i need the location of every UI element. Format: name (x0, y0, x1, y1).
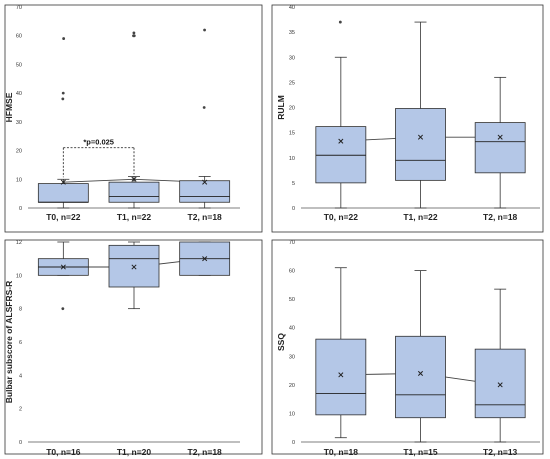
mean-marker (60, 264, 66, 270)
hfmse-chart: 0 10 20 30 40 50 60 70 HFMSE T0, n=22 T1, n=22 T2, … (4, 4, 263, 233)
mean-marker (202, 179, 208, 185)
outlier-point (132, 31, 136, 35)
y-tick-label: 5 (292, 181, 295, 187)
category-label: T2, n=18 (483, 212, 518, 222)
outlier-point (61, 97, 65, 101)
y-tick-label: 70 (16, 5, 22, 11)
category-label: T0, n=18 (324, 447, 359, 457)
y-tick-label: 25 (289, 80, 295, 86)
box-iqr (108, 244, 160, 288)
box-iqr (474, 348, 526, 419)
outlier-point (62, 37, 66, 40)
box-iqr (37, 183, 89, 203)
box-iqr (474, 122, 526, 174)
mean-marker (497, 382, 503, 388)
y-tick-label: 35 (289, 30, 295, 36)
y-tick-label: 30 (289, 55, 295, 61)
outlier-point (61, 307, 65, 311)
category-label: T2, n=13 (483, 447, 518, 457)
y-tick-label: 50 (16, 62, 22, 68)
y-tick-label: 12 (16, 240, 22, 246)
mean-marker (417, 134, 424, 140)
mean-marker (202, 256, 208, 262)
category-label: T0, n=22 (324, 212, 359, 222)
y-tick-label: 10 (16, 177, 22, 183)
mean-marker (338, 138, 344, 144)
y-tick-label: 10 (289, 411, 295, 417)
y-tick-label: 8 (19, 307, 22, 313)
mean-marker (417, 370, 424, 376)
y-tick-label: 2 (19, 407, 22, 413)
box-iqr (395, 108, 446, 181)
box-iqr (108, 181, 160, 203)
y-tick-label: 0 (292, 440, 295, 446)
bulbar-alsfrs-chart: 0 2 4 6 8 10 12 Bulbar subscore of ALSFRS-R T0, … (4, 239, 263, 457)
outlier-point (61, 91, 65, 95)
y-tick-label: 60 (16, 34, 22, 40)
outlier-point (203, 28, 206, 32)
y-tick-label: 0 (292, 206, 295, 212)
y-tick-label: 60 (289, 269, 295, 275)
rulm-chart: 0 5 10 15 20 25 30 35 40 RULM T0, n=22 T1, n=22 T2, … (271, 4, 544, 233)
box-iqr (315, 126, 367, 184)
outlier-point (202, 106, 206, 109)
y-tick-label: 20 (289, 106, 295, 112)
box-iqr (395, 335, 446, 419)
significance-label: *p=0.025 (83, 138, 114, 147)
category-label: T1, n=22 (403, 212, 438, 222)
y-tick-label: 10 (289, 156, 295, 162)
category-label: T1, n=22 (117, 212, 152, 222)
y-tick-label: 70 (289, 240, 295, 246)
mean-marker (497, 134, 503, 140)
category-label: T1, n=15 (403, 447, 438, 457)
y-tick-label: 40 (16, 91, 22, 97)
ssq-chart: 0 10 20 30 40 50 60 70 SSQ T0, n=18 T1, n=15 T2, n=… (271, 239, 544, 457)
y-tick-label: 30 (16, 120, 22, 126)
y-tick-label: 6 (19, 340, 22, 346)
mean-marker (131, 264, 137, 270)
mean-marker (60, 179, 66, 185)
y-tick-label: 4 (19, 373, 22, 379)
y-tick-label: 40 (289, 5, 295, 11)
y-axis-label: SSQ (276, 333, 286, 351)
y-axis-label: HFMSE (4, 92, 14, 122)
y-tick-label: 20 (16, 149, 22, 155)
y-tick-label: 30 (289, 354, 295, 360)
category-label: T2, n=18 (188, 212, 223, 222)
y-axis-label: Bulbar subscore of ALSFRS-R (4, 281, 14, 403)
category-label: T0, n=22 (46, 212, 81, 222)
y-axis-label: RULM (276, 95, 286, 120)
outlier-point (338, 20, 342, 24)
y-tick-label: 0 (19, 206, 22, 212)
y-tick-label: 10 (16, 273, 22, 279)
y-tick-label: 50 (289, 297, 295, 303)
mean-marker (131, 176, 137, 182)
category-label: T0, n=16 (46, 447, 81, 457)
category-label: T1, n=20 (117, 447, 152, 457)
y-tick-label: 0 (19, 440, 22, 446)
outlier-point (132, 34, 136, 38)
y-tick-label: 40 (289, 326, 295, 332)
box-iqr (179, 180, 231, 203)
category-label: T2, n=18 (188, 447, 223, 457)
y-tick-label: 20 (289, 383, 295, 389)
mean-marker (338, 372, 344, 378)
y-tick-label: 15 (289, 131, 295, 137)
box-iqr (315, 338, 367, 416)
